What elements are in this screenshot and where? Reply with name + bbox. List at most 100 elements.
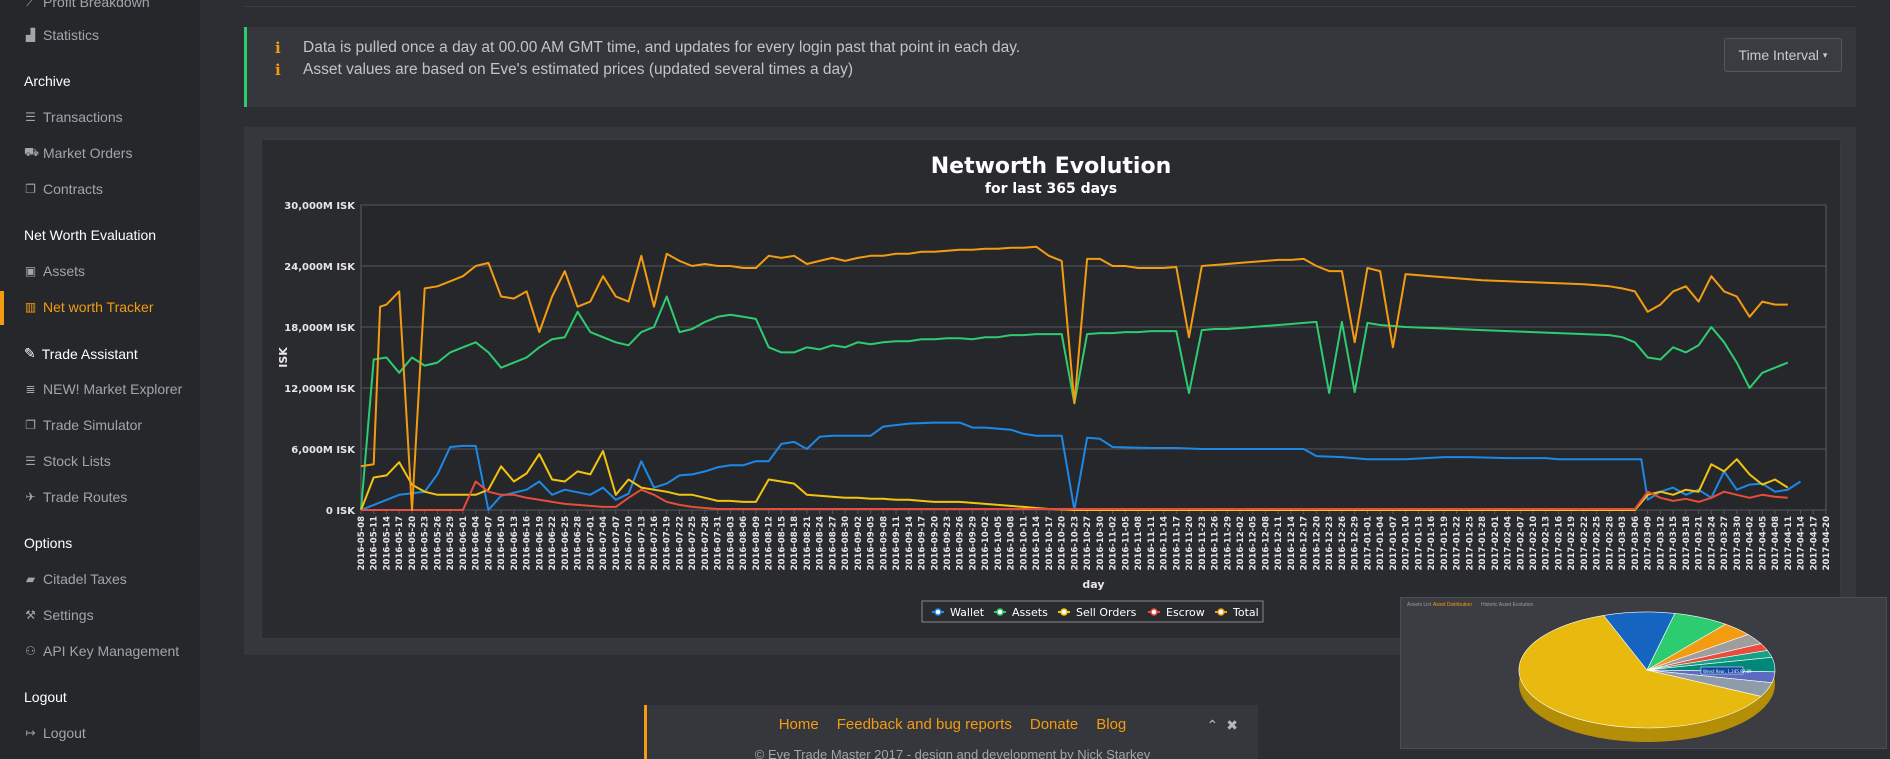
x-tick-label: 2016-05-20 [408,516,418,570]
x-tick-label: 2016-07-31 [714,516,724,570]
sidebar-item-label: Citadel Taxes [43,571,127,587]
x-tick-label: 2016-06-19 [535,516,545,570]
x-tick-label: 2016-11-02 [1109,516,1119,570]
x-tick-label: 2016-10-14 [1032,516,1042,570]
x-tick-label: 2016-06-16 [523,516,533,570]
x-tick-label: 2017-04-08 [1771,516,1781,570]
networth-chart: Networth Evolution for last 365 days 0 ISK… [277,154,1832,623]
x-tick-label: 2016-11-14 [1160,516,1170,570]
x-tick-label: 2017-03-27 [1720,516,1730,570]
sidebar-item-logout[interactable]: ↦ Logout [24,725,85,741]
sidebar-item-api-key-management[interactable]: ⚇ API Key Management [24,643,179,659]
sidebar-item-label: Transactions [43,109,123,125]
y-tick-label: 0 ISK [326,506,356,517]
footer-link-donate[interactable]: Donate [1029,716,1079,733]
x-tick-label: 2016-10-23 [1070,516,1080,570]
time-interval-button[interactable]: Time Interval ▾ [1724,38,1842,72]
sidebar-item-label: Net Worth Evaluation [24,227,157,243]
x-tick-label: 2017-04-17 [1809,516,1819,570]
x-tick-label: 2016-09-11 [892,516,902,570]
legend-label: Escrow [1166,606,1205,619]
sidebar-item-label: Logout [24,689,67,705]
sidebar-item-citadel-taxes[interactable]: ▰ Citadel Taxes [24,571,127,587]
sidebar-item-logout: Logout [24,689,67,705]
x-tick-label: 2017-01-07 [1389,516,1399,570]
y-tick-label: 24,000M ISK [284,262,356,273]
x-tick-label: 2016-10-20 [1058,516,1068,570]
x-tick-label: 2016-07-28 [701,516,711,570]
x-tick-label: 2017-04-02 [1746,516,1756,570]
footer-link-blog[interactable]: Blog [1096,716,1127,733]
x-tick-label: 2017-04-11 [1784,516,1794,570]
x-tick-label: 2016-11-20 [1185,516,1195,570]
close-icon[interactable]: ✖ [1226,717,1238,733]
sidebar-item-profit-breakdown[interactable]: ⟋ Profit Breakdown [24,0,149,10]
sidebar-item-trade-routes[interactable]: ✈ Trade Routes [24,489,127,505]
chevron-up-icon[interactable]: ⌃ [1206,717,1219,733]
sidebar-item-label: Statistics [43,27,100,43]
sidebar-item-settings[interactable]: ⚒ Settings [24,607,93,623]
pie-tab-assets-list[interactable]: Assets List [1407,602,1432,608]
footer-links: Home Feedback and bug reports Donate Blog [647,716,1258,733]
x-tick-label: 2016-07-25 [688,516,698,570]
active-indicator [0,291,4,325]
x-tick-label: 2017-03-18 [1682,516,1692,570]
x-tick-label: 2017-02-10 [1529,516,1539,570]
pie-tab-historic[interactable]: Historic Asset Evolution [1481,602,1534,608]
legend-label: Assets [1012,606,1048,619]
x-tick-label: 2016-05-29 [446,516,456,570]
sidebar-item-transactions[interactable]: ☰ Transactions [24,109,123,125]
x-tick-label: 2016-10-17 [1045,516,1055,570]
x-tick-label: 2017-02-25 [1593,516,1603,570]
x-tick-label: 2016-10-30 [1096,516,1106,570]
x-tick-label: 2016-05-23 [421,516,431,570]
line-chart-icon: ⟋ [26,0,35,9]
wrench-icon: ⚒ [25,608,36,622]
x-tick-label: 2017-01-28 [1478,516,1488,570]
footer-link-feedback-and-bug-reports[interactable]: Feedback and bug reports [836,716,1012,733]
x-tick-label: 2016-05-17 [395,516,405,570]
pie-tooltip: Wrest Rear, 1,245,87,89 [1703,669,1752,674]
x-tick-label: 2016-09-29 [968,516,978,570]
x-tick-label: 2016-06-04 [472,516,482,570]
x-tick-label: 2016-08-30 [841,516,851,570]
y-tick-label: 6,000M ISK [291,445,356,456]
list-icon: ☰ [25,454,36,468]
x-tick-label: 2016-08-15 [777,516,787,570]
pie-tab-asset-distribution[interactable]: Asset Distribution [1433,602,1472,608]
sidebar-item-trade-simulator[interactable]: ❐ Trade Simulator [24,417,142,433]
sidebar-item-stock-lists[interactable]: ☰ Stock Lists [24,453,111,469]
legend-label: Sell Orders [1076,606,1137,619]
plane-icon: ✈ [25,490,36,504]
legend-marker [1150,608,1158,616]
x-tick-label: 2016-09-23 [943,516,953,570]
sidebar-item-net-worth-tracker[interactable]: ▥ Net worth Tracker [24,299,154,315]
magic-icon: ✎ [24,345,36,361]
x-tick-label: 2016-07-10 [625,516,635,570]
x-tick-label: 2016-12-11 [1274,516,1284,570]
pie-chart: Wrest Rear, 1,245,87,89 [1518,611,1776,742]
sidebar-item-new-market-explorer[interactable]: ≣ NEW! Market Explorer [24,381,182,397]
x-tick-label: 2016-12-26 [1338,516,1348,570]
x-tick-label: 2016-06-01 [459,516,469,570]
database-icon: ≣ [25,382,36,396]
x-tick-label: 2016-12-02 [1236,516,1246,570]
copyright: © Eve Trade Master 2017 - design and dev… [754,747,1151,759]
sidebar-item-assets[interactable]: ▣ Assets [24,263,85,279]
sidebar-item-contracts[interactable]: ❐ Contracts [24,181,103,197]
x-tick-label: 2016-11-23 [1198,516,1208,570]
x-tick-label: 2016-09-02 [854,516,864,570]
x-tick-label: 2016-11-05 [1121,516,1131,570]
x-tick-label: 2016-05-11 [370,516,380,570]
x-tick-label: 2016-07-07 [612,516,622,570]
sidebar-item-market-orders[interactable]: ⛟ Market Orders [24,145,132,161]
divider [244,6,1856,7]
x-tick-label: 2016-12-08 [1261,516,1271,570]
sidebar-item-trade-assistant[interactable]: ✎ Trade Assistant [24,345,138,362]
x-tick-label: 2016-06-28 [574,516,584,570]
sidebar-item-statistics[interactable]: ▟ Statistics [24,27,99,43]
series-line-wallet [360,421,1802,511]
footer-link-home[interactable]: Home [778,716,819,733]
x-tick-label: 2017-03-24 [1707,516,1717,570]
x-tick-label: 2016-12-05 [1249,516,1259,570]
